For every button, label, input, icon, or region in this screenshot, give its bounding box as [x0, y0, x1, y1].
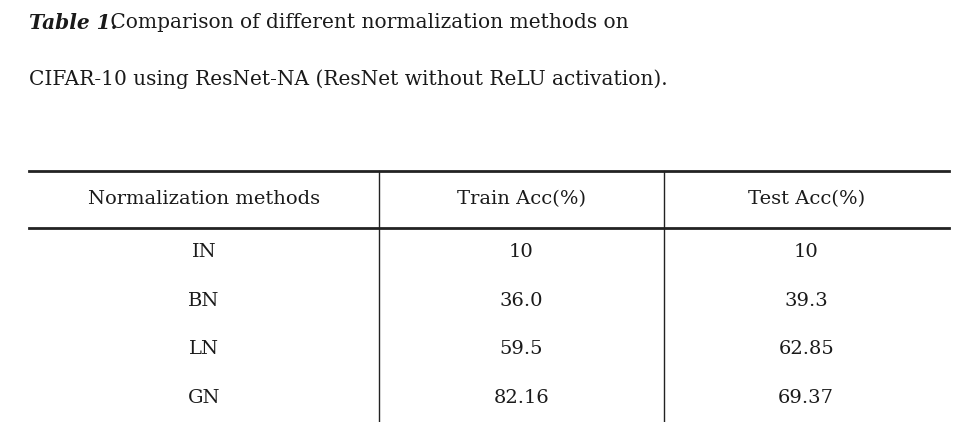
Text: 69.37: 69.37 — [778, 389, 833, 407]
Text: 39.3: 39.3 — [784, 292, 828, 310]
Text: Train Acc(%): Train Acc(%) — [456, 190, 585, 208]
Text: GN: GN — [188, 389, 220, 407]
Text: 10: 10 — [793, 243, 818, 261]
Text: Comparison of different normalization methods on: Comparison of different normalization me… — [104, 13, 627, 32]
Text: 82.16: 82.16 — [492, 389, 548, 407]
Text: Table 1.: Table 1. — [29, 13, 118, 32]
Text: Normalization methods: Normalization methods — [88, 190, 319, 208]
Text: Test Acc(%): Test Acc(%) — [746, 190, 864, 208]
Text: 59.5: 59.5 — [499, 340, 542, 358]
Text: 10: 10 — [508, 243, 533, 261]
Text: 36.0: 36.0 — [499, 292, 542, 310]
Text: BN: BN — [189, 292, 220, 310]
Text: IN: IN — [191, 243, 216, 261]
Text: 62.85: 62.85 — [778, 340, 833, 358]
Text: LN: LN — [189, 340, 219, 358]
Text: CIFAR-10 using ResNet-NA (ResNet without ReLU activation).: CIFAR-10 using ResNet-NA (ResNet without… — [29, 70, 667, 89]
